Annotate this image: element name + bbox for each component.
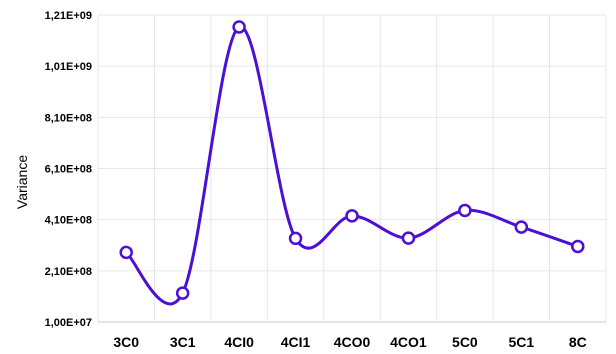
- x-tick-label: 5C0: [452, 334, 478, 350]
- y-axis-label: Variance: [14, 155, 30, 209]
- series-line: [125, 25, 579, 306]
- data-point: [345, 209, 359, 223]
- grid-lines: [97, 14, 607, 323]
- x-axis-ticks: 3C0 3C1 4CI0 4CI1 4CO0 4CO1 5C0 5C1 8C: [113, 334, 586, 350]
- x-tick-label: 3C0: [113, 334, 139, 350]
- x-tick-label: 3C1: [170, 334, 196, 350]
- y-axis-ticks: 1,00E+07 2,10E+08 4,10E+08 6,10E+08 8,10E+08…: [45, 10, 92, 329]
- data-point: [175, 286, 190, 300]
- x-tick-label: 4CI1: [281, 334, 311, 350]
- y-tick-label: 6,10E+08: [45, 164, 92, 176]
- x-tick-label: 5C1: [508, 334, 534, 350]
- data-point: [514, 220, 529, 234]
- data-point: [119, 245, 133, 260]
- data-point: [458, 203, 472, 218]
- y-tick-label: 2,10E+08: [45, 266, 92, 278]
- y-tick-label: 1,21E+09: [45, 10, 92, 22]
- data-point: [571, 239, 585, 254]
- x-tick-label: 4CO1: [390, 334, 427, 350]
- y-tick-label: 8,10E+08: [45, 112, 92, 124]
- y-tick-label: 1,00E+07: [45, 317, 92, 329]
- data-points: [119, 20, 585, 300]
- x-tick-label: 4CO0: [334, 334, 371, 350]
- x-tick-label: 4CI0: [224, 334, 254, 350]
- data-point: [232, 20, 246, 34]
- y-tick-label: 4,10E+08: [45, 215, 92, 227]
- data-point: [288, 231, 303, 246]
- data-point: [401, 231, 416, 245]
- y-tick-label: 1,01E+09: [45, 61, 92, 73]
- x-tick-label: 8C: [569, 334, 587, 350]
